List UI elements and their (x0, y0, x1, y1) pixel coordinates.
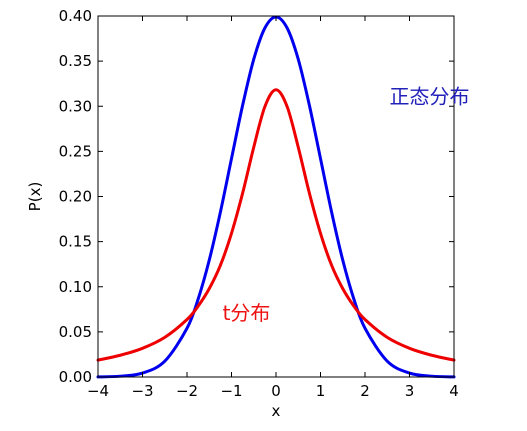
y-tick-label: 0.20 (59, 188, 92, 206)
y-tick-label: 0.05 (59, 323, 92, 341)
x-tick-label: 1 (316, 382, 326, 400)
y-tick-label: 0.15 (59, 233, 92, 251)
y-tick-label: 0.30 (59, 97, 92, 115)
x-tick-label: 0 (271, 382, 281, 400)
y-tick-label: 0.35 (59, 52, 92, 70)
y-axis-label: P(x) (26, 182, 44, 212)
curves-layer (96, 15, 456, 379)
annotations-layer: 正态分布 t分布 (223, 85, 470, 326)
normal-distribution-annotation: 正态分布 (389, 85, 469, 109)
y-tick-label: 0.10 (59, 278, 92, 296)
plot-frame (97, 15, 455, 378)
y-tick-label: 0.40 (59, 7, 92, 25)
x-tick-label: 4 (449, 382, 459, 400)
x-axis-label: x (272, 402, 281, 420)
normal-distribution-curve (96, 15, 456, 379)
t-distribution-curve (96, 88, 456, 362)
y-tick-label: 0.25 (59, 142, 92, 160)
ticks-layer (97, 15, 455, 378)
x-tick-label: −2 (176, 382, 198, 400)
t-distribution-annotation: t分布 (223, 301, 271, 325)
x-tick-label: −4 (87, 382, 109, 400)
x-tick-label: −1 (220, 382, 242, 400)
x-tick-label: 3 (405, 382, 415, 400)
tick-labels-layer: −4 −3 −2 −1 0 1 2 3 4 0.00 0.05 0.10 0.15 0.20 0.25 0.3… (59, 7, 459, 400)
x-tick-label: 2 (360, 382, 370, 400)
y-tick-label: 0.00 (59, 368, 92, 386)
x-tick-label: −3 (131, 382, 153, 400)
